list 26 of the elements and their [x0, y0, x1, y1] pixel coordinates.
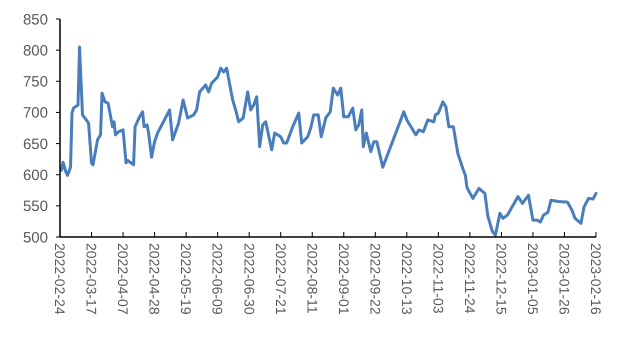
x-tick-label: 2023-02-16	[588, 243, 604, 315]
y-tick-label: 850	[22, 11, 48, 28]
x-tick-label: 2023-01-05	[525, 243, 542, 315]
y-tick-label: 700	[22, 104, 48, 122]
y-tick-label: 650	[22, 136, 48, 153]
x-tick-label: 2022-09-22	[367, 243, 384, 315]
x-tick-label: 2022-04-28	[146, 243, 163, 315]
x-tick-label: 2022-08-11	[304, 243, 320, 314]
x-tick-label: 2022-05-19	[178, 243, 194, 315]
x-tick-label: 2023-01-26	[556, 243, 573, 315]
y-tick-label: 600	[22, 166, 48, 184]
y-tick-label: 800	[22, 42, 48, 60]
x-tick-label: 2022-09-01	[336, 243, 352, 315]
x-tick-label: 2022-04-07	[115, 243, 132, 315]
y-tick-label: 500	[22, 229, 48, 246]
x-tick-label: 2022-06-09	[210, 243, 226, 315]
x-tick-label: 2022-03-17	[84, 243, 100, 315]
x-tick-label: 2022-07-21	[272, 243, 289, 315]
y-tick-label: 550	[22, 198, 48, 216]
x-tick-label: 2022-02-24	[52, 243, 68, 315]
x-tick-label: 2022-06-30	[241, 243, 258, 315]
y-tick-label: 750	[22, 74, 48, 91]
x-tick-label: 2022-12-15	[494, 243, 510, 315]
x-tick-label: 2022-10-13	[398, 243, 415, 315]
x-tick-label: 2022-11-03	[430, 243, 446, 314]
x-tick-label: 2022-11-24	[462, 243, 478, 314]
